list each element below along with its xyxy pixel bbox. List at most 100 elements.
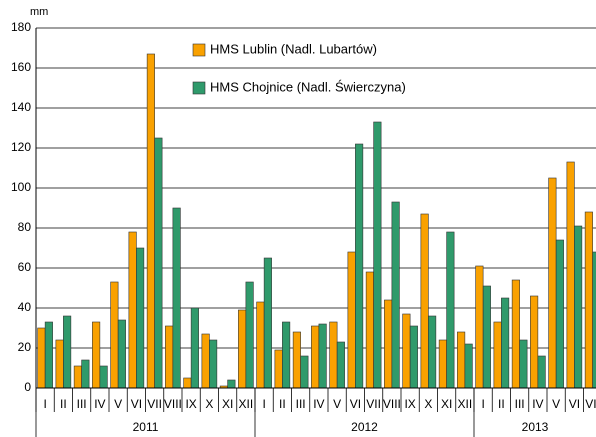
bar (165, 325, 174, 389)
bar (457, 331, 466, 389)
bar (428, 315, 437, 389)
y-tick-label: 80 (18, 220, 32, 234)
y-tick-label: 180 (11, 20, 31, 34)
x-tick-label: VIII (383, 397, 401, 411)
bar (475, 265, 484, 389)
y-tick-label: 20 (18, 340, 32, 354)
x-tick-label: VI (569, 397, 580, 411)
bar (365, 271, 374, 389)
bar (438, 339, 447, 389)
bar (530, 295, 539, 389)
x-tick-label: I (43, 397, 46, 411)
x-tick-label: VII (147, 397, 162, 411)
legend-label: HMS Lublin (Nadl. Lubartów) (210, 41, 377, 56)
bar (201, 333, 210, 389)
bar (99, 365, 108, 389)
bar (493, 321, 502, 389)
bar (136, 247, 145, 389)
bar (227, 379, 236, 389)
bar (329, 321, 338, 389)
bar (555, 239, 564, 389)
bar (238, 309, 247, 389)
group-label: 2011 (133, 420, 159, 434)
x-tick-label: XII (239, 397, 254, 411)
x-tick-label: V (552, 397, 560, 411)
bar (110, 281, 119, 389)
bar (482, 285, 491, 389)
x-tick-label: III (296, 397, 306, 411)
x-tick-label: VII (366, 397, 381, 411)
bar (128, 231, 137, 389)
x-tick-label: X (205, 397, 213, 411)
x-tick-label: I (481, 397, 484, 411)
bar (63, 315, 72, 389)
x-tick-label: XI (441, 397, 452, 411)
bar (263, 257, 272, 389)
legend-label: HMS Chojnice (Nadl. Świerczyna) (210, 79, 406, 94)
y-tick-label: 140 (11, 100, 31, 114)
bar (384, 299, 393, 389)
y-tick-label: 40 (18, 300, 32, 314)
bar (55, 339, 64, 389)
x-tick-label: IV (532, 397, 543, 411)
x-tick-label: III (515, 397, 525, 411)
x-tick-label: VIII (164, 397, 182, 411)
y-tick-label: 160 (11, 60, 31, 74)
legend-swatch (192, 43, 206, 57)
x-tick-label: IX (185, 397, 196, 411)
y-tick-label: 100 (11, 180, 31, 194)
bar (355, 143, 364, 389)
x-tick-label: VI (350, 397, 361, 411)
y-tick-label: 60 (18, 260, 32, 274)
y-axis-label: mm (30, 6, 48, 18)
bar (73, 365, 82, 389)
bar (92, 321, 101, 389)
bar (183, 377, 192, 389)
bar (464, 343, 473, 389)
bar (584, 211, 593, 389)
bar (117, 319, 126, 389)
x-tick-label: I (262, 397, 265, 411)
bar (274, 349, 283, 389)
y-tick-label: 120 (11, 140, 31, 154)
group-label: 2012 (351, 420, 378, 434)
bar (347, 251, 356, 389)
x-tick-label: XII (458, 397, 473, 411)
bar (245, 281, 254, 389)
x-tick-label: V (333, 397, 341, 411)
group-label: 2013 (522, 420, 549, 434)
bar (446, 231, 455, 389)
bar (172, 207, 181, 389)
x-tick-label: II (60, 397, 67, 411)
x-tick-label: VII (585, 397, 596, 411)
bar (336, 341, 345, 389)
bar (519, 339, 528, 389)
bar (37, 327, 46, 389)
x-tick-label: III (77, 397, 87, 411)
x-tick-label: X (424, 397, 432, 411)
bar (420, 213, 429, 389)
x-tick-label: V (114, 397, 122, 411)
bar (190, 307, 199, 389)
bar (81, 359, 90, 389)
bar (373, 121, 382, 389)
x-tick-label: IV (313, 397, 324, 411)
bar (292, 331, 301, 389)
bar (548, 177, 557, 389)
bar (318, 323, 327, 389)
x-tick-label: VI (131, 397, 142, 411)
bar (574, 225, 583, 389)
bar (300, 355, 309, 389)
bar (209, 339, 218, 389)
bar (592, 251, 596, 389)
x-tick-label: II (498, 397, 505, 411)
bar (511, 279, 520, 389)
y-tick-label: 0 (24, 380, 31, 394)
bar (391, 201, 400, 389)
bar (566, 161, 575, 389)
x-tick-label: II (279, 397, 286, 411)
x-tick-label: XI (222, 397, 233, 411)
bar (282, 321, 291, 389)
x-tick-label: IX (404, 397, 415, 411)
